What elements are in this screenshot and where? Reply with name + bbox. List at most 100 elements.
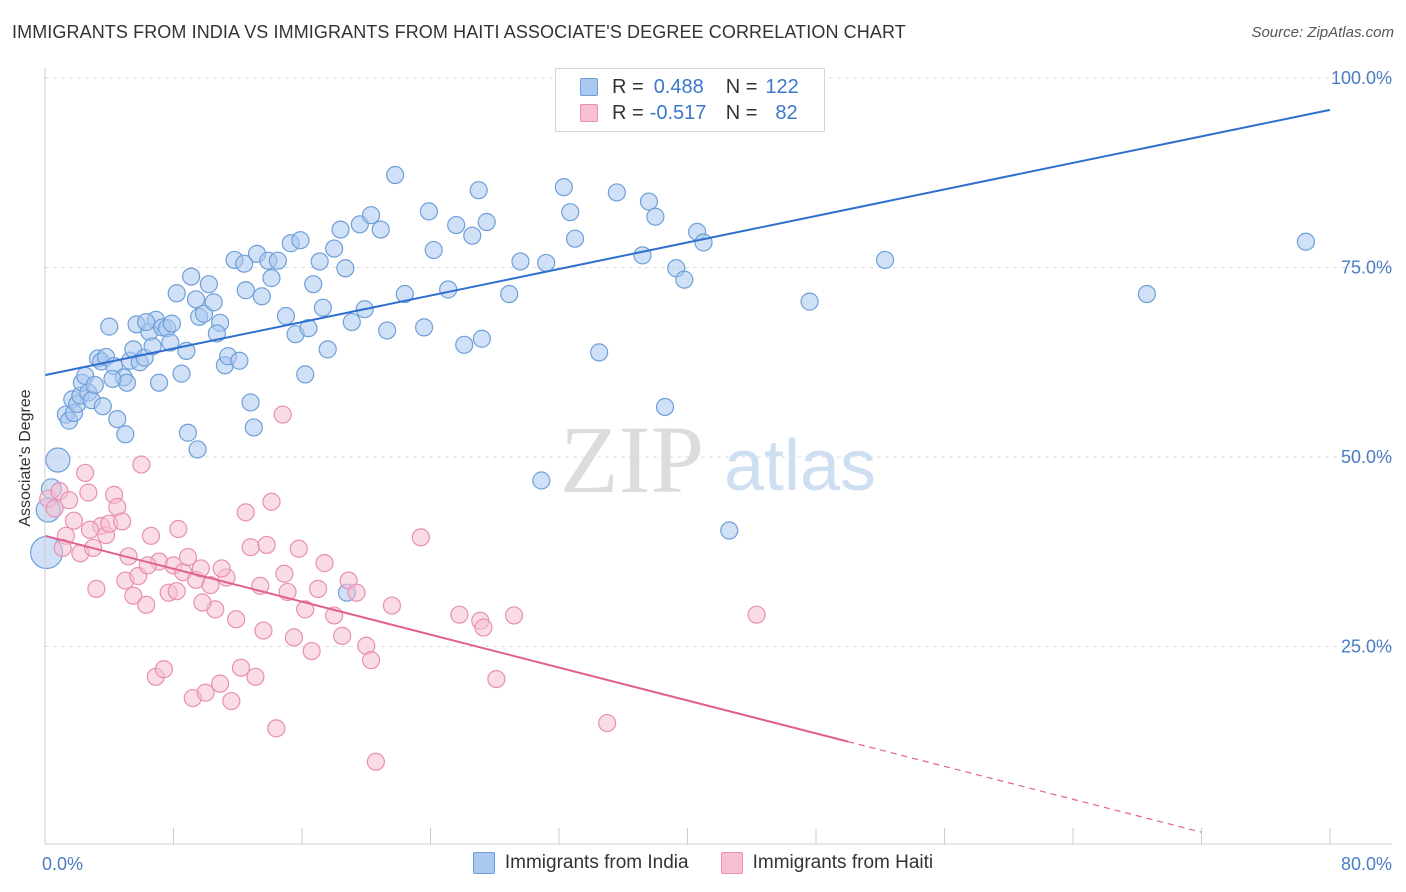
india-point	[276, 306, 296, 326]
india-point	[85, 375, 104, 395]
haiti-point	[262, 492, 281, 511]
legend-item-haiti[interactable]: Immigrants from Haiti	[720, 852, 934, 874]
n-label: N =	[725, 101, 758, 124]
india-point	[554, 178, 573, 197]
india-point	[178, 423, 198, 442]
legend: Immigrants from India Immigrants from Ha…	[0, 852, 1406, 874]
india-point	[342, 312, 361, 332]
india-point	[143, 337, 162, 356]
haiti-point	[302, 641, 321, 661]
india-point	[477, 212, 496, 232]
r-label: R =	[612, 75, 644, 98]
legend-item-india[interactable]: Immigrants from India	[472, 852, 689, 874]
haiti-point	[169, 519, 188, 539]
india-point	[439, 280, 458, 299]
india-point	[325, 239, 344, 258]
india-point	[235, 254, 254, 273]
haiti-point	[132, 455, 151, 474]
watermark-zip: ZIP	[560, 406, 704, 513]
india-trendline	[44, 108, 1331, 377]
n-value: 82	[775, 101, 798, 124]
haiti-point	[257, 535, 276, 555]
india-point	[646, 207, 665, 226]
haiti-point	[254, 621, 273, 640]
india-point	[469, 181, 488, 200]
haiti-point	[167, 582, 186, 601]
india-point	[304, 275, 323, 294]
india-point	[532, 471, 551, 490]
india-point	[268, 251, 288, 270]
haiti-point	[201, 576, 220, 595]
haiti-point	[315, 554, 334, 573]
haiti-point	[308, 579, 328, 598]
haiti-point	[289, 539, 308, 558]
india-point	[655, 397, 675, 417]
axis-layer: 25.0% 50.0% 75.0% 100.0% 0.0% 80.0%	[42, 68, 1392, 874]
haiti-point	[504, 606, 524, 625]
source-label: Source: ZipAtlas.com	[1251, 24, 1394, 41]
haiti-point	[79, 483, 98, 502]
r-value: 0.488	[653, 75, 704, 98]
haiti-point	[366, 752, 385, 771]
haiti-point	[196, 683, 215, 702]
india-point	[537, 253, 556, 273]
haiti-point	[598, 713, 617, 733]
haiti-point	[178, 547, 198, 567]
india-point	[230, 351, 249, 370]
india-point	[291, 231, 310, 250]
india-point	[172, 364, 191, 383]
n-value: 122	[765, 75, 799, 98]
haiti-point	[64, 511, 84, 530]
india-point	[93, 397, 112, 416]
india-point	[108, 410, 127, 429]
india-point	[875, 250, 895, 270]
india-point	[296, 365, 315, 384]
india-point	[565, 229, 585, 248]
india-point	[204, 293, 223, 312]
stats-box: R = 0.488 N = 122 R = -0.517 N = 82	[555, 68, 825, 132]
stats-row-haiti: R = -0.517 N = 82	[580, 100, 798, 126]
india-point	[100, 317, 119, 336]
watermark-atlas: atlas	[724, 426, 876, 506]
haiti-point	[273, 405, 292, 424]
india-point	[675, 270, 694, 289]
haiti-swatch-icon	[580, 104, 598, 122]
india-point	[236, 281, 255, 300]
haiti-point	[296, 600, 315, 619]
india-point	[371, 220, 390, 239]
haiti-point	[124, 586, 143, 605]
haiti-point	[59, 491, 79, 510]
haiti-point	[474, 618, 493, 637]
india-legend-swatch-icon	[472, 852, 495, 874]
haiti-point	[231, 658, 251, 677]
india-point	[336, 259, 355, 278]
india-point	[720, 521, 739, 540]
india-point	[639, 192, 659, 211]
haiti-legend-swatch-icon	[720, 852, 743, 874]
haiti-point	[45, 499, 64, 518]
india-point	[331, 220, 350, 239]
india-point	[149, 373, 169, 392]
india-point	[463, 226, 482, 245]
india-point	[472, 329, 491, 348]
legend-label: Immigrants from Haiti	[752, 852, 934, 873]
india-point	[419, 202, 438, 221]
haiti-trendline	[44, 534, 849, 743]
haiti-point	[87, 579, 106, 598]
r-label: R =	[612, 101, 644, 124]
india-point	[590, 343, 609, 362]
india-point	[167, 284, 186, 303]
haiti-point	[212, 559, 231, 578]
haiti-point	[191, 559, 210, 578]
haiti-point	[241, 538, 260, 557]
india-point	[455, 335, 474, 354]
x-tick-label: 80.0%	[1341, 854, 1392, 874]
y-tick-label: 75.0%	[1341, 258, 1392, 278]
haiti-point	[137, 595, 156, 614]
india-point	[607, 183, 626, 202]
y-tick-label: 100.0%	[1331, 68, 1392, 88]
r-value: -0.517	[649, 101, 707, 124]
y-tick-label: 50.0%	[1341, 447, 1392, 467]
india-point	[447, 215, 466, 235]
india-point	[361, 206, 381, 225]
